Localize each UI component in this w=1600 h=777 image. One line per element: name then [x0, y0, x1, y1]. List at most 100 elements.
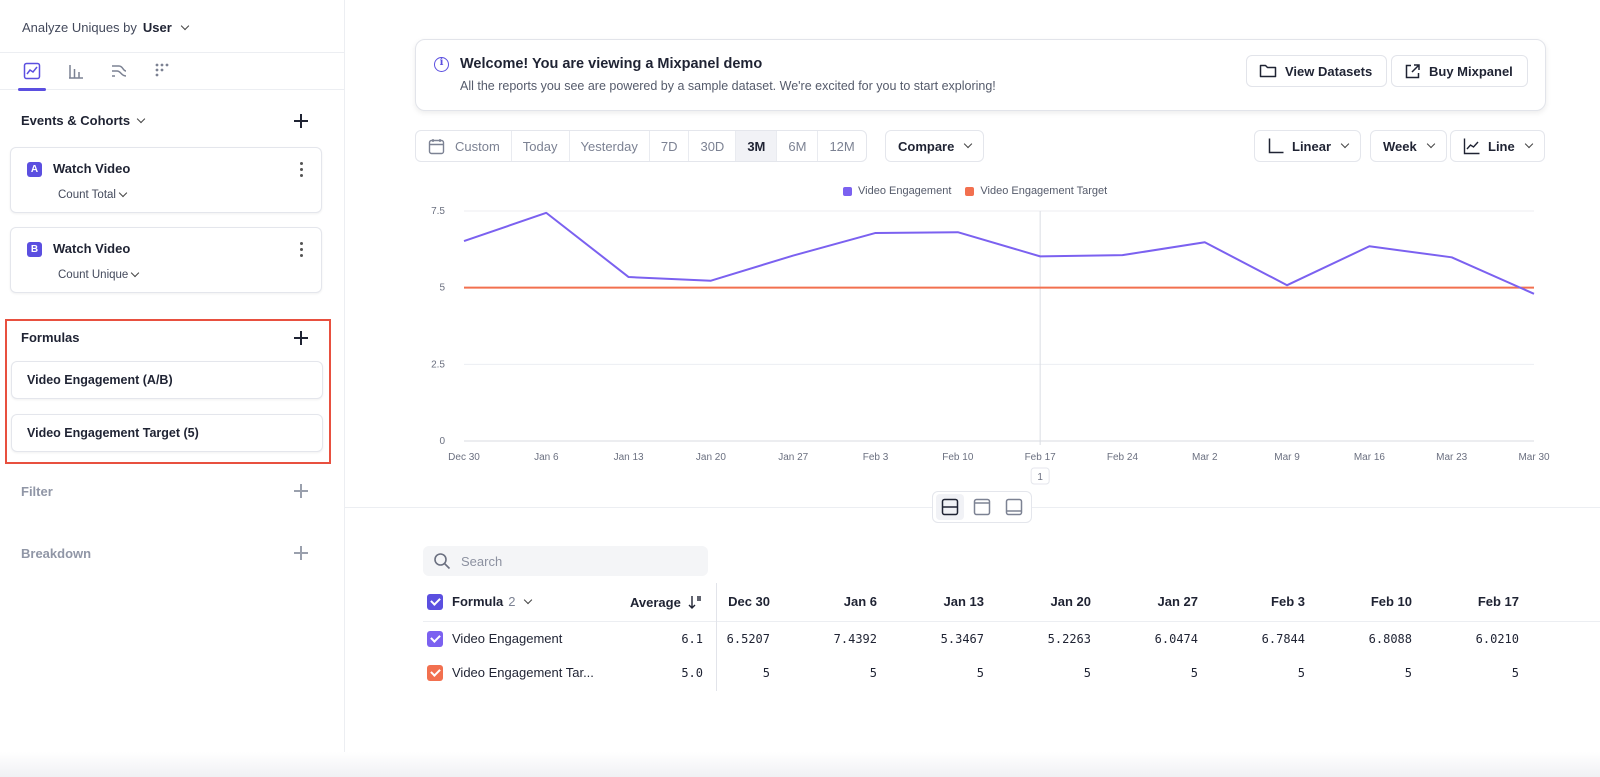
x-tick-label: Jan 27	[778, 452, 808, 463]
x-tick-label: Dec 30	[448, 452, 480, 463]
custom-label: Custom	[455, 138, 500, 154]
chart-only-view-icon[interactable]	[968, 494, 996, 520]
date-column-header[interactable]: Feb 17	[1477, 594, 1519, 609]
event-metric-selector[interactable]: Count Total	[58, 188, 128, 201]
x-tick-label: Feb 10	[942, 452, 974, 463]
breakdown-title[interactable]: Breakdown	[21, 546, 92, 561]
range-30d[interactable]: 30D	[689, 131, 737, 161]
date-column-header[interactable]: Dec 30	[728, 594, 770, 609]
x-tick-label: Jan 13	[614, 452, 644, 463]
row-checkbox[interactable]	[427, 665, 443, 681]
range-3m[interactable]: 3M	[736, 131, 778, 161]
range-today[interactable]: Today	[512, 131, 570, 161]
range-7d[interactable]: 7D	[650, 131, 690, 161]
chart-legend: Video Engagement Video Engagement Target	[843, 185, 1107, 197]
range-12m[interactable]: 12M	[829, 138, 855, 154]
events-cohorts-title[interactable]: Events & Cohorts	[21, 113, 146, 128]
layout-switcher	[932, 491, 1032, 523]
banner-title: Welcome! You are viewing a Mixpanel demo	[460, 56, 763, 72]
table-cell: 6.0210	[1475, 632, 1519, 646]
add-breakdown-plus-icon[interactable]	[294, 546, 308, 560]
formula-card-engagement[interactable]: Video Engagement (A/B)	[11, 361, 323, 399]
axis-icon	[1268, 138, 1284, 154]
table-cell: 6.0474	[1154, 632, 1198, 646]
table-only-view-icon[interactable]	[1000, 494, 1028, 520]
formula-label: Video Engagement (A/B)	[27, 373, 173, 387]
date-column-header[interactable]: Jan 6	[843, 594, 877, 609]
add-filter-plus-icon[interactable]	[294, 484, 308, 498]
formula-card-target[interactable]: Video Engagement Target (5)	[11, 414, 323, 452]
chevron-down-icon	[1426, 139, 1435, 149]
custom-range-button[interactable]: Custom	[416, 131, 512, 161]
more-options-icon[interactable]	[300, 242, 303, 257]
table-row[interactable]: Video Engagement Tar... 5.0 5 5 5 5 5 5 5 5	[423, 656, 1600, 690]
event-badge: A	[27, 162, 42, 177]
interval-label: Week	[1383, 138, 1417, 154]
table-cell: 5	[1190, 666, 1198, 680]
legend-label-engagement[interactable]: Video Engagement	[858, 185, 952, 197]
legend-swatch-engagement	[843, 186, 852, 196]
add-event-plus-icon[interactable]	[294, 114, 308, 128]
chevron-down-icon	[523, 595, 532, 604]
table-cell: 5	[762, 666, 770, 680]
external-link-icon	[1405, 63, 1420, 78]
buy-mixpanel-button[interactable]: Buy Mixpanel	[1391, 55, 1528, 87]
range-yesterday[interactable]: Yesterday	[570, 131, 650, 161]
range-6m[interactable]: 6M	[777, 131, 819, 161]
row-name: Video Engagement Tar...	[452, 665, 594, 680]
table-cell: 5	[976, 666, 984, 680]
date-column-header[interactable]: Feb 3	[1271, 594, 1305, 609]
average-column-header[interactable]: Average	[630, 594, 703, 610]
chart-type-label: Line	[1488, 138, 1515, 154]
formula-column-header[interactable]: Formula 2	[452, 594, 532, 609]
table-cell: 5	[1083, 666, 1091, 680]
date-column-header[interactable]: Jan 20	[1050, 594, 1091, 609]
table-search	[423, 546, 708, 576]
x-tick-label: Feb 3	[863, 452, 889, 463]
compare-dropdown[interactable]: Compare	[885, 130, 985, 162]
search-input[interactable]	[461, 553, 681, 569]
event-card-b[interactable]: B Watch Video Count Unique	[10, 227, 322, 293]
date-column-header[interactable]: Feb 10	[1370, 594, 1412, 609]
event-metric-label: Count Total	[58, 189, 116, 201]
view-datasets-button[interactable]: View Datasets	[1246, 55, 1388, 87]
x-tick-label: Feb 17	[1025, 452, 1057, 463]
chevron-down-icon	[118, 188, 128, 198]
x-tick-label: Mar 2	[1192, 452, 1218, 463]
compare-label: Compare	[898, 138, 955, 154]
retention-dots-icon[interactable]	[152, 60, 174, 82]
scale-dropdown[interactable]: Linear	[1254, 130, 1362, 162]
legend-label-target[interactable]: Video Engagement Target	[980, 185, 1108, 197]
y-tick-label: 7.5	[431, 206, 445, 217]
date-column-header[interactable]: Jan 13	[943, 594, 984, 609]
formula-label: Video Engagement Target (5)	[27, 426, 199, 440]
interval-dropdown[interactable]: Week	[1370, 130, 1447, 162]
filter-title[interactable]: Filter	[21, 484, 53, 499]
series-line	[463, 211, 1535, 295]
search-icon	[434, 553, 451, 570]
event-metric-selector[interactable]: Count Unique	[58, 268, 140, 281]
row-checkbox[interactable]	[427, 631, 443, 647]
date-column-header[interactable]: Jan 27	[1157, 594, 1198, 609]
event-name: Watch Video	[53, 241, 131, 256]
date-range-selector: Custom Today Yesterday 7D 30D 3M 6M 12M	[415, 130, 867, 162]
insights-line-icon[interactable]	[18, 60, 46, 91]
select-all-checkbox[interactable]	[427, 594, 443, 610]
event-badge: B	[27, 242, 42, 257]
line-chart[interactable]: 0 2.5 5 7.5 1 Dec 30 Jan 6 Jan 13 Jan 20 Jan 27 Fe…	[415, 195, 1555, 485]
chart-type-dropdown[interactable]: Line	[1450, 130, 1545, 162]
table-cell: 7.4392	[833, 632, 877, 646]
y-tick-label: 2.5	[431, 359, 445, 370]
split-view-icon[interactable]	[936, 494, 964, 520]
x-tick-label: Mar 16	[1354, 452, 1386, 463]
table-cell: 6.8088	[1368, 632, 1412, 646]
info-icon	[434, 57, 449, 72]
add-formula-plus-icon[interactable]	[294, 331, 308, 345]
table-cell: 5.3467	[940, 632, 984, 646]
table-row[interactable]: Video Engagement 6.1 6.5207 7.4392 5.3467 5…	[423, 622, 1600, 656]
event-card-a[interactable]: A Watch Video Count Total	[10, 147, 322, 213]
more-options-icon[interactable]	[300, 162, 303, 177]
funnels-bar-icon[interactable]	[65, 60, 87, 82]
flows-icon[interactable]	[108, 60, 130, 82]
analyze-uniques-selector[interactable]: Analyze Uniques by User	[22, 20, 190, 35]
